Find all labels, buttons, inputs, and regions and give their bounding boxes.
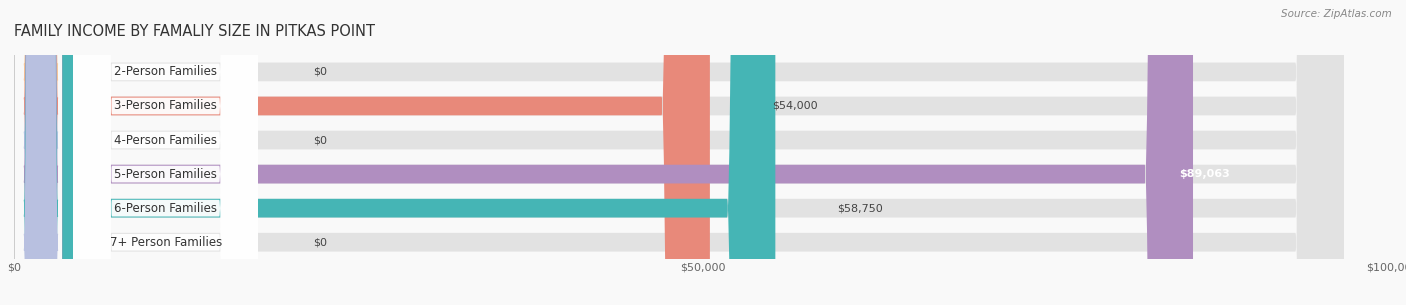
Text: $54,000: $54,000 [772,101,817,111]
Text: 6-Person Families: 6-Person Families [114,202,217,215]
Text: 7+ Person Families: 7+ Person Families [110,236,222,249]
Text: Source: ZipAtlas.com: Source: ZipAtlas.com [1281,9,1392,19]
Text: 5-Person Families: 5-Person Families [114,168,217,181]
FancyBboxPatch shape [73,0,257,305]
FancyBboxPatch shape [24,0,58,305]
FancyBboxPatch shape [73,0,257,305]
FancyBboxPatch shape [62,0,710,305]
FancyBboxPatch shape [62,0,1344,305]
Text: $58,750: $58,750 [838,203,883,213]
FancyBboxPatch shape [24,0,58,305]
FancyBboxPatch shape [24,0,58,305]
Text: $0: $0 [314,135,328,145]
Text: $89,063: $89,063 [1180,169,1230,179]
FancyBboxPatch shape [73,0,257,305]
FancyBboxPatch shape [62,0,1344,305]
Text: 3-Person Families: 3-Person Families [114,99,217,113]
Text: 4-Person Families: 4-Person Families [114,134,217,146]
FancyBboxPatch shape [73,0,257,305]
FancyBboxPatch shape [62,0,1194,305]
FancyBboxPatch shape [62,0,1344,305]
Text: 2-Person Families: 2-Person Families [114,66,217,78]
FancyBboxPatch shape [24,0,58,305]
Text: FAMILY INCOME BY FAMALIY SIZE IN PITKAS POINT: FAMILY INCOME BY FAMALIY SIZE IN PITKAS … [14,23,375,38]
Text: $0: $0 [314,67,328,77]
FancyBboxPatch shape [62,0,1344,305]
FancyBboxPatch shape [24,0,58,305]
FancyBboxPatch shape [73,0,257,305]
FancyBboxPatch shape [73,0,257,305]
FancyBboxPatch shape [62,0,1344,305]
FancyBboxPatch shape [62,0,1344,305]
FancyBboxPatch shape [62,0,775,305]
Text: $0: $0 [314,237,328,247]
FancyBboxPatch shape [24,0,58,305]
